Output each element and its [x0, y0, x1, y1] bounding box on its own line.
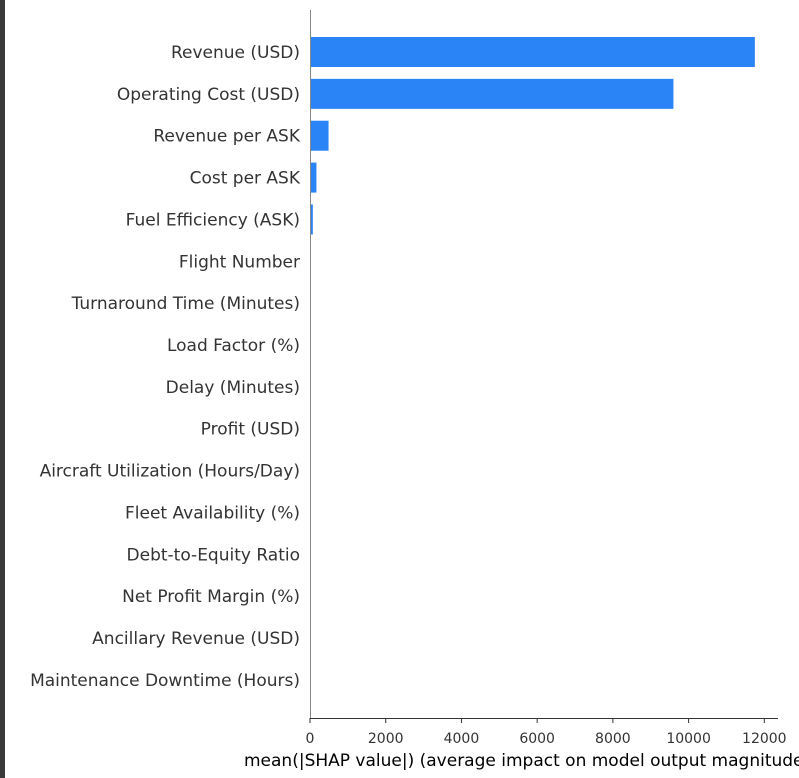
feature-label: Operating Cost (USD)	[117, 85, 300, 105]
x-tick-label: 10000	[666, 731, 711, 747]
x-tick-label: 4000	[444, 731, 480, 747]
feature-label: Delay (Minutes)	[166, 378, 300, 398]
x-tick-label: 8000	[595, 731, 631, 747]
x-axis-title: mean(|SHAP value|) (average impact on mo…	[244, 751, 799, 771]
x-tick-label: 0	[306, 731, 315, 747]
window-left-edge	[0, 0, 5, 778]
feature-label: Aircraft Utilization (Hours/Day)	[40, 462, 300, 482]
x-tick-label: 12000	[742, 731, 787, 747]
ticks-layer: 0 2000 4000 6000 8000 10000 12000	[306, 718, 787, 747]
feature-label: Profit (USD)	[201, 420, 300, 440]
feature-label: Cost per ASK	[190, 169, 301, 189]
feature-label: Flight Number	[179, 252, 300, 272]
bar	[310, 204, 313, 235]
x-tick-label: 2000	[368, 731, 404, 747]
feature-label: Fleet Availability (%)	[125, 503, 300, 523]
feature-label: Net Profit Margin (%)	[122, 587, 300, 607]
feature-label: Maintenance Downtime (Hours)	[30, 671, 300, 691]
bar	[310, 78, 674, 109]
feature-label: Revenue per ASK	[153, 127, 301, 147]
feature-label: Turnaround Time (Minutes)	[71, 294, 300, 314]
feature-label: Fuel Efficiency (ASK)	[126, 210, 300, 230]
feature-label: Ancillary Revenue (USD)	[92, 629, 300, 649]
bars-layer	[310, 37, 755, 235]
labels-layer: Revenue (USD) Operating Cost (USD) Revenue…	[30, 43, 301, 691]
x-tick-label: 6000	[519, 731, 555, 747]
bar	[310, 162, 317, 193]
bar	[310, 120, 329, 151]
feature-label: Debt-to-Equity Ratio	[127, 545, 300, 565]
feature-label: Revenue (USD)	[171, 43, 300, 63]
feature-label: Load Factor (%)	[167, 336, 300, 356]
bar	[310, 37, 755, 67]
